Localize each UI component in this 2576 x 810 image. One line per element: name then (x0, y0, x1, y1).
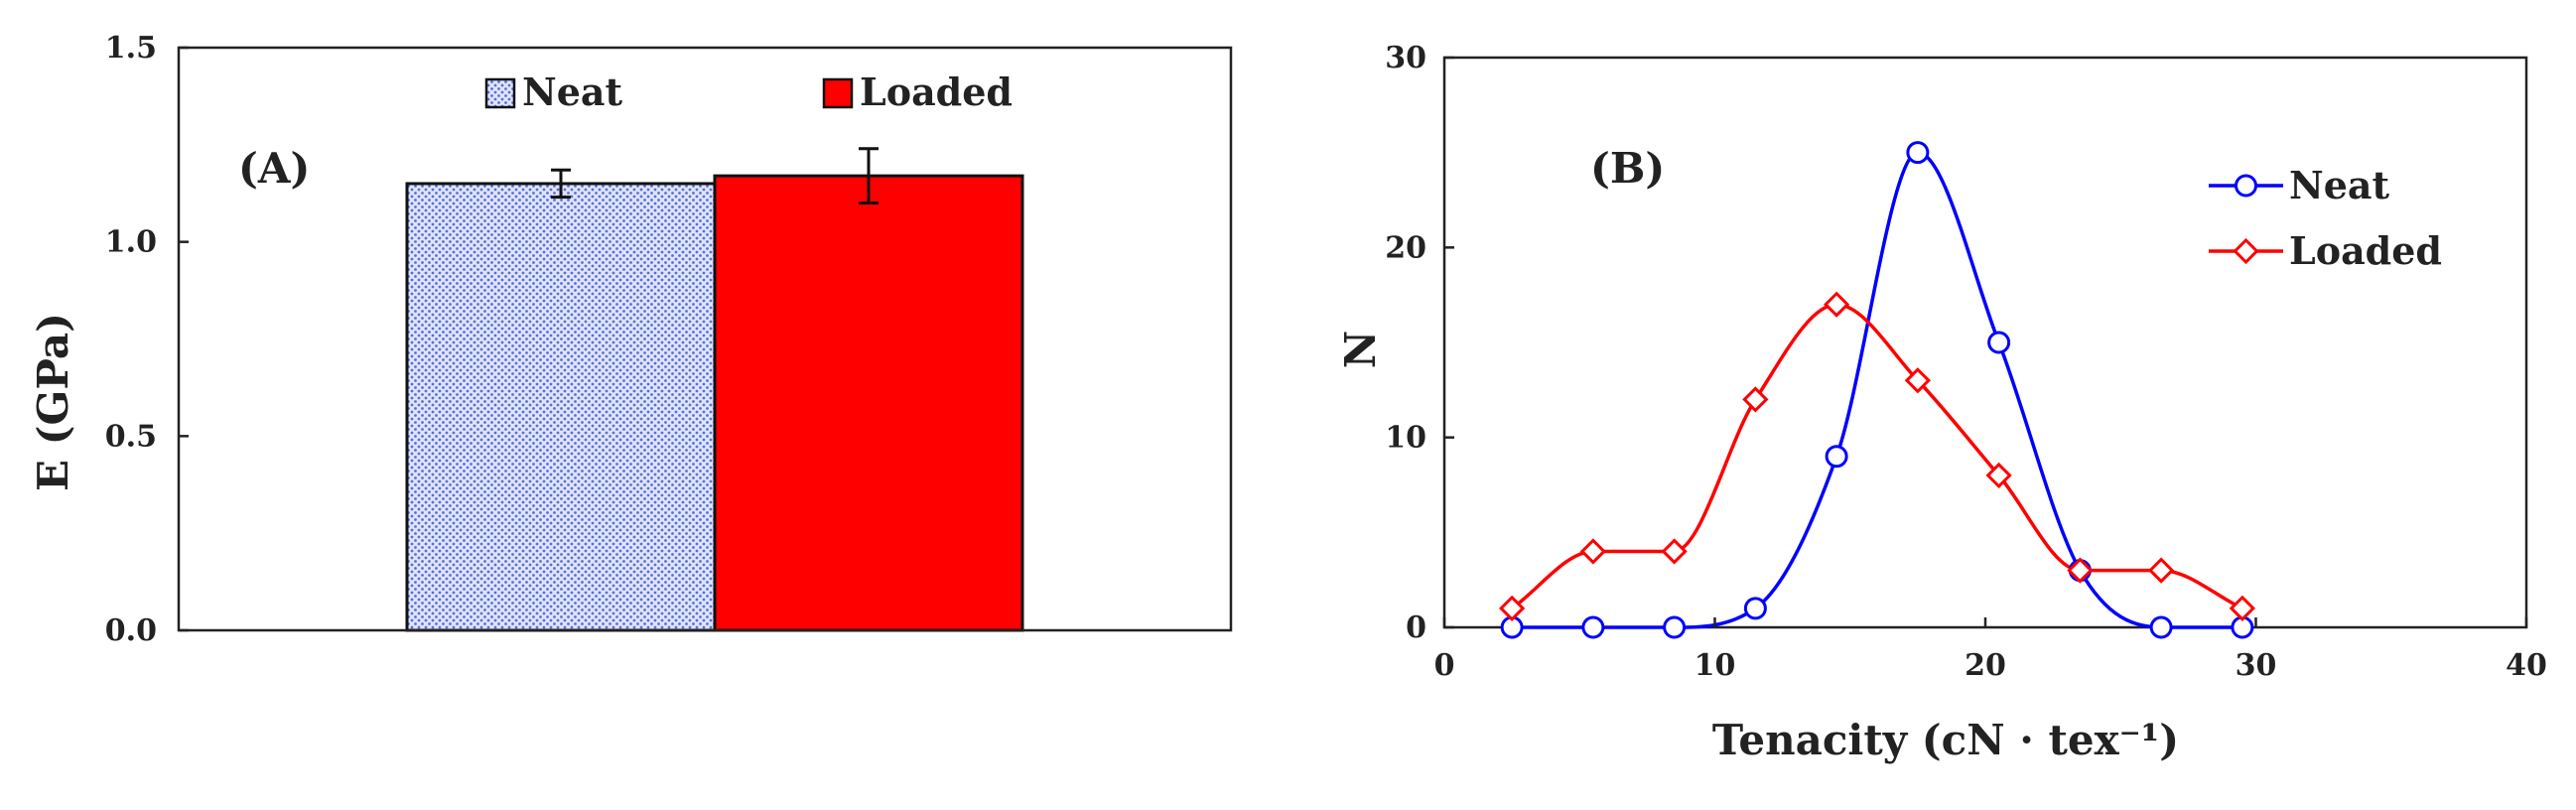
data-point-loaded (2067, 557, 2094, 584)
x-tick-label: 0 (1434, 648, 1455, 683)
data-point-neat (1987, 331, 2011, 354)
data-point-loaded (2148, 557, 2175, 584)
legend-label-loaded: Loaded (2289, 228, 2442, 273)
data-point-loaded (1499, 595, 1526, 621)
x-tick-label: 30 (2236, 648, 2277, 683)
series-markers (1499, 141, 2255, 639)
data-point-loaded (1661, 538, 1688, 565)
data-point-loaded (1985, 462, 2012, 489)
x-tick-label: 40 (2506, 648, 2547, 683)
bar-chart-panel-a: 0.0 0.5 1.0 1.5 (A) E (GPa) Neat Loaded (29, 31, 1233, 648)
legend-a: Neat Loaded (484, 69, 1013, 114)
legend-b: Neat Loaded (2209, 163, 2442, 273)
x-tick-label: 10 (1695, 648, 1736, 683)
data-point-loaded (1904, 367, 1931, 394)
legend-label-loaded: Loaded (860, 69, 1013, 114)
series-line-neat (1512, 150, 2242, 629)
error-bar-group (551, 147, 879, 205)
x-axis-ticks-b: 0 10 20 30 40 (1434, 617, 2547, 683)
y-axis-label-b: N (1336, 331, 1385, 368)
data-point-neat (2149, 615, 2173, 639)
series-line-loaded (1511, 302, 2243, 610)
bar-group (405, 174, 1024, 632)
bar-loaded (713, 174, 1024, 632)
x-tick-label: 20 (1965, 648, 2006, 683)
y-tick-label: 30 (1385, 41, 1426, 75)
series-curves (1511, 150, 2243, 629)
bar-neat (405, 182, 717, 632)
legend-marker-neat (2235, 174, 2257, 198)
y-axis-ticks-a: 0.0 0.5 1.0 1.5 (105, 31, 189, 648)
data-point-neat (1743, 597, 1767, 620)
data-point-neat (1581, 615, 1605, 639)
line-chart-panel-b: 0 10 20 30 40 0 10 20 30 (B) Tenacity (cN · tex… (1336, 41, 2547, 764)
y-tick-label: 1.5 (105, 31, 157, 66)
legend-label-neat: Neat (522, 69, 623, 114)
y-tick-label: 0.5 (105, 419, 157, 454)
y-tick-label: 0.0 (105, 613, 157, 648)
legend-swatch-loaded (822, 77, 854, 109)
panel-label-b: (B) (1590, 144, 1665, 193)
data-point-loaded (1742, 386, 1769, 413)
y-tick-label: 0 (1406, 610, 1426, 645)
panel-label-a: (A) (238, 144, 310, 193)
y-axis-label-a: E (GPa) (29, 313, 77, 491)
legend-marker-loaded (2233, 237, 2259, 265)
data-point-neat (1906, 141, 1930, 165)
data-point-loaded (1824, 291, 1850, 318)
y-tick-label: 20 (1385, 230, 1426, 265)
data-point-neat (1663, 615, 1687, 639)
y-axis-ticks-b: 0 10 20 30 (1385, 41, 1454, 645)
legend-swatch-neat (484, 77, 516, 109)
plot-frame-a (177, 46, 1233, 632)
y-tick-label: 10 (1385, 421, 1426, 456)
data-point-loaded (1579, 538, 1606, 565)
y-tick-label: 1.0 (105, 225, 157, 260)
legend-label-neat: Neat (2289, 163, 2390, 207)
data-point-loaded (2229, 595, 2255, 621)
x-axis-label-b: Tenacity (cN · tex⁻¹) (1712, 716, 2179, 764)
data-point-neat (1825, 445, 1848, 469)
